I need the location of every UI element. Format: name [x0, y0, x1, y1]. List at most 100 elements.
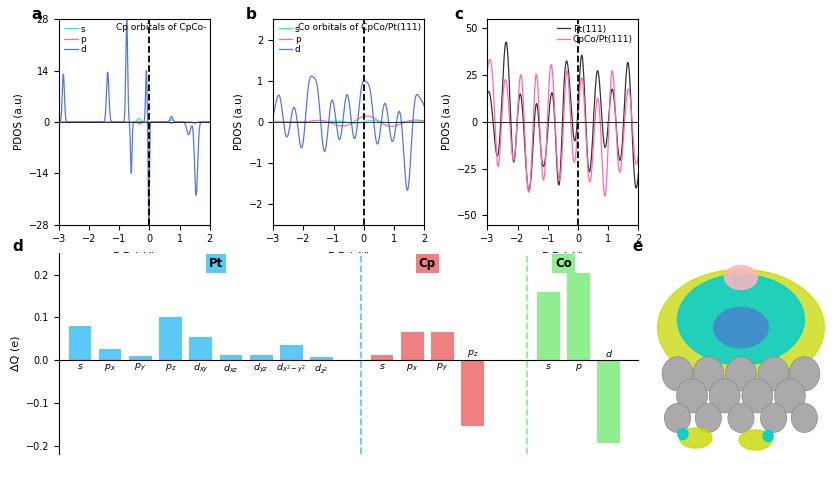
Legend: s, p, d: s, p, d — [60, 21, 90, 58]
Circle shape — [662, 357, 693, 391]
p — [134, 121, 144, 127]
p — [419, 118, 429, 124]
Line: d: d — [273, 76, 424, 190]
Bar — [250, 355, 272, 360]
Bar — [129, 356, 152, 360]
Text: Co: Co — [555, 257, 572, 270]
CpCo/Pt(111) — [614, 168, 624, 174]
d — [122, 16, 132, 22]
Bar — [370, 355, 393, 360]
Circle shape — [678, 428, 688, 440]
Text: Cp: Cp — [419, 257, 436, 270]
d — [416, 97, 426, 103]
CpCo/Pt(111) — [547, 65, 557, 70]
Pt(111) — [524, 188, 534, 194]
Ellipse shape — [680, 428, 712, 448]
Text: $d$: $d$ — [605, 348, 612, 359]
CpCo/Pt(111) — [482, 66, 492, 72]
Bar — [160, 317, 182, 360]
Text: $d_{x^2-y^2}$: $d_{x^2-y^2}$ — [276, 362, 307, 375]
Text: $p$: $p$ — [575, 362, 582, 373]
Line: d: d — [59, 19, 210, 224]
X-axis label: E-E$_F$(eV): E-E$_F$(eV) — [327, 250, 370, 263]
Text: $p_x$: $p_x$ — [104, 362, 116, 373]
s — [80, 119, 90, 125]
d — [205, 119, 215, 125]
Bar — [537, 292, 559, 360]
s — [205, 119, 215, 125]
X-axis label: E-E$_F$(eV): E-E$_F$(eV) — [541, 250, 585, 263]
Text: b: b — [246, 7, 257, 22]
s — [190, 120, 200, 126]
Line: s: s — [273, 121, 424, 123]
s — [71, 119, 81, 125]
Circle shape — [759, 357, 789, 391]
d — [286, 120, 296, 126]
CpCo/Pt(111) — [485, 57, 495, 63]
Text: $p_z$: $p_z$ — [467, 348, 479, 359]
Circle shape — [774, 379, 806, 413]
p — [205, 119, 215, 125]
Y-axis label: PDOS (a.u): PDOS (a.u) — [442, 94, 452, 150]
p — [112, 119, 122, 125]
s — [134, 115, 144, 121]
Circle shape — [791, 403, 817, 433]
p — [400, 120, 410, 125]
Pt(111) — [614, 156, 624, 162]
d — [326, 100, 336, 106]
Pt(111) — [500, 47, 510, 53]
Line: Pt(111): Pt(111) — [487, 42, 638, 191]
Text: $p_x$: $p_x$ — [407, 362, 418, 373]
d — [186, 126, 196, 132]
Pt(111) — [540, 155, 550, 161]
Line: CpCo/Pt(111): CpCo/Pt(111) — [487, 60, 638, 196]
Circle shape — [728, 403, 754, 433]
Circle shape — [664, 403, 690, 433]
Ellipse shape — [725, 265, 758, 290]
Circle shape — [693, 357, 724, 391]
Line: s: s — [59, 118, 210, 123]
s — [268, 119, 278, 125]
d — [294, 136, 304, 142]
Y-axis label: ΔQ (e): ΔQ (e) — [10, 336, 20, 371]
Bar — [99, 349, 122, 360]
d — [307, 73, 317, 79]
p — [362, 113, 372, 119]
Text: $p_y$: $p_y$ — [437, 362, 449, 373]
Text: Cp orbitals of CpCo-: Cp orbitals of CpCo- — [116, 23, 207, 32]
Circle shape — [789, 357, 820, 391]
s — [294, 119, 304, 125]
Circle shape — [709, 379, 740, 413]
s — [112, 119, 122, 125]
Text: $d_{yz}$: $d_{yz}$ — [254, 362, 269, 375]
s — [400, 119, 410, 124]
d — [419, 103, 429, 109]
Bar — [567, 272, 590, 360]
Text: $s$: $s$ — [76, 362, 83, 371]
CpCo/Pt(111) — [509, 157, 519, 163]
Text: a: a — [32, 7, 42, 22]
Circle shape — [742, 379, 773, 413]
Line: p: p — [59, 122, 210, 124]
p — [268, 119, 278, 125]
d — [118, 119, 129, 125]
s — [186, 119, 196, 125]
X-axis label: E-E$_F$(eV): E-E$_F$(eV) — [113, 250, 156, 263]
Circle shape — [696, 403, 722, 433]
p — [386, 123, 396, 129]
CpCo/Pt(111) — [633, 152, 643, 158]
d — [112, 119, 122, 125]
s — [118, 119, 129, 125]
Pt(111) — [631, 184, 641, 190]
d — [202, 119, 212, 125]
Text: $s$: $s$ — [545, 362, 552, 371]
Text: d: d — [13, 239, 24, 254]
s — [54, 119, 64, 125]
Circle shape — [763, 430, 774, 442]
Legend: s, p, d: s, p, d — [275, 21, 304, 58]
Text: $d_{xz}$: $d_{xz}$ — [223, 362, 239, 375]
Circle shape — [726, 357, 756, 391]
p — [294, 120, 304, 125]
Bar — [69, 326, 92, 360]
Bar — [190, 337, 213, 360]
